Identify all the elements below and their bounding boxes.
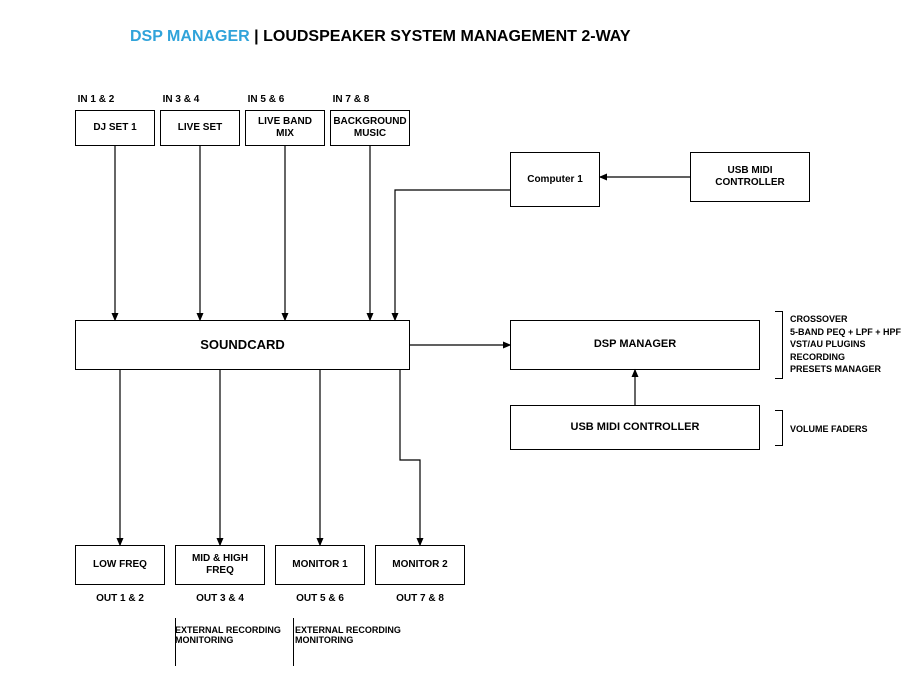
input-box-4: BACKGROUND MUSIC — [330, 110, 410, 146]
out-label-1: OUT 1 & 2 — [96, 593, 144, 604]
out-label-3: OUT 5 & 6 — [296, 593, 344, 604]
input-box-1: DJ SET 1 — [75, 110, 155, 146]
usb-midi-bottom-box: USB MIDI CONTROLLER — [510, 405, 760, 450]
soundcard-box: SOUNDCARD — [75, 320, 410, 370]
computer1-box: Computer 1 — [510, 152, 600, 207]
dsp-manager-label: DSP MANAGER — [594, 338, 676, 351]
computer1-label: Computer 1 — [527, 174, 583, 186]
output-box-3-label: MONITOR 1 — [292, 559, 347, 571]
footer-divider-3 — [293, 618, 294, 666]
output-box-1: LOW FREQ — [75, 545, 165, 585]
page-title: DSP MANAGER | LOUDSPEAKER SYSTEM MANAGEM… — [130, 28, 631, 46]
input-box-3-label: LIVE BAND MIX — [258, 116, 312, 140]
usb-midi-top-box: USB MIDI CONTROLLER — [690, 152, 810, 202]
output-box-1-label: LOW FREQ — [93, 559, 147, 571]
output-box-2: MID & HIGH FREQ — [175, 545, 265, 585]
output-box-4: MONITOR 2 — [375, 545, 465, 585]
dsp-feature-item: RECORDING — [790, 351, 901, 364]
midi-feature-label: VOLUME FADERS — [790, 423, 868, 436]
soundcard-label: SOUNDCARD — [200, 337, 285, 353]
dsp-feature-item: CROSSOVER — [790, 313, 901, 326]
dsp-feature-item: VST/AU PLUGINS — [790, 338, 901, 351]
out-footer-2: EXTERNAL RECORDING MONITORING — [175, 625, 295, 645]
usb-midi-bottom-label: USB MIDI CONTROLLER — [571, 421, 700, 434]
out-footer-3: EXTERNAL RECORDING MONITORING — [295, 625, 415, 645]
dsp-feature-item: 5-BAND PEQ + LPF + HPF — [790, 326, 901, 339]
input-box-3: LIVE BAND MIX — [245, 110, 325, 146]
out-label-2: OUT 3 & 4 — [196, 593, 244, 604]
midi-feature-bracket — [775, 410, 783, 446]
input-box-4-label: BACKGROUND MUSIC — [333, 116, 406, 140]
in-label-4: IN 7 & 8 — [333, 94, 370, 105]
dsp-feature-item: PRESETS MANAGER — [790, 363, 901, 376]
input-box-2: LIVE SET — [160, 110, 240, 146]
out-label-4: OUT 7 & 8 — [396, 593, 444, 604]
title-black: LOUDSPEAKER SYSTEM MANAGEMENT 2-WAY — [263, 28, 630, 45]
output-box-3: MONITOR 1 — [275, 545, 365, 585]
title-blue: DSP MANAGER — [130, 28, 250, 45]
diagram-stage: DSP MANAGER | LOUDSPEAKER SYSTEM MANAGEM… — [0, 0, 906, 700]
in-label-1: IN 1 & 2 — [78, 94, 115, 105]
input-box-1-label: DJ SET 1 — [93, 122, 136, 134]
footer-divider-2 — [175, 618, 176, 666]
dsp-manager-box: DSP MANAGER — [510, 320, 760, 370]
input-box-2-label: LIVE SET — [178, 122, 222, 134]
output-box-4-label: MONITOR 2 — [392, 559, 447, 571]
in-label-2: IN 3 & 4 — [163, 94, 200, 105]
dsp-features-bracket — [775, 311, 783, 379]
output-box-2-label: MID & HIGH FREQ — [192, 553, 248, 577]
in-label-3: IN 5 & 6 — [248, 94, 285, 105]
dsp-features-list: CROSSOVER 5-BAND PEQ + LPF + HPF VST/AU … — [790, 313, 901, 376]
usb-midi-top-label: USB MIDI CONTROLLER — [715, 165, 784, 189]
title-sep: | — [250, 28, 263, 45]
